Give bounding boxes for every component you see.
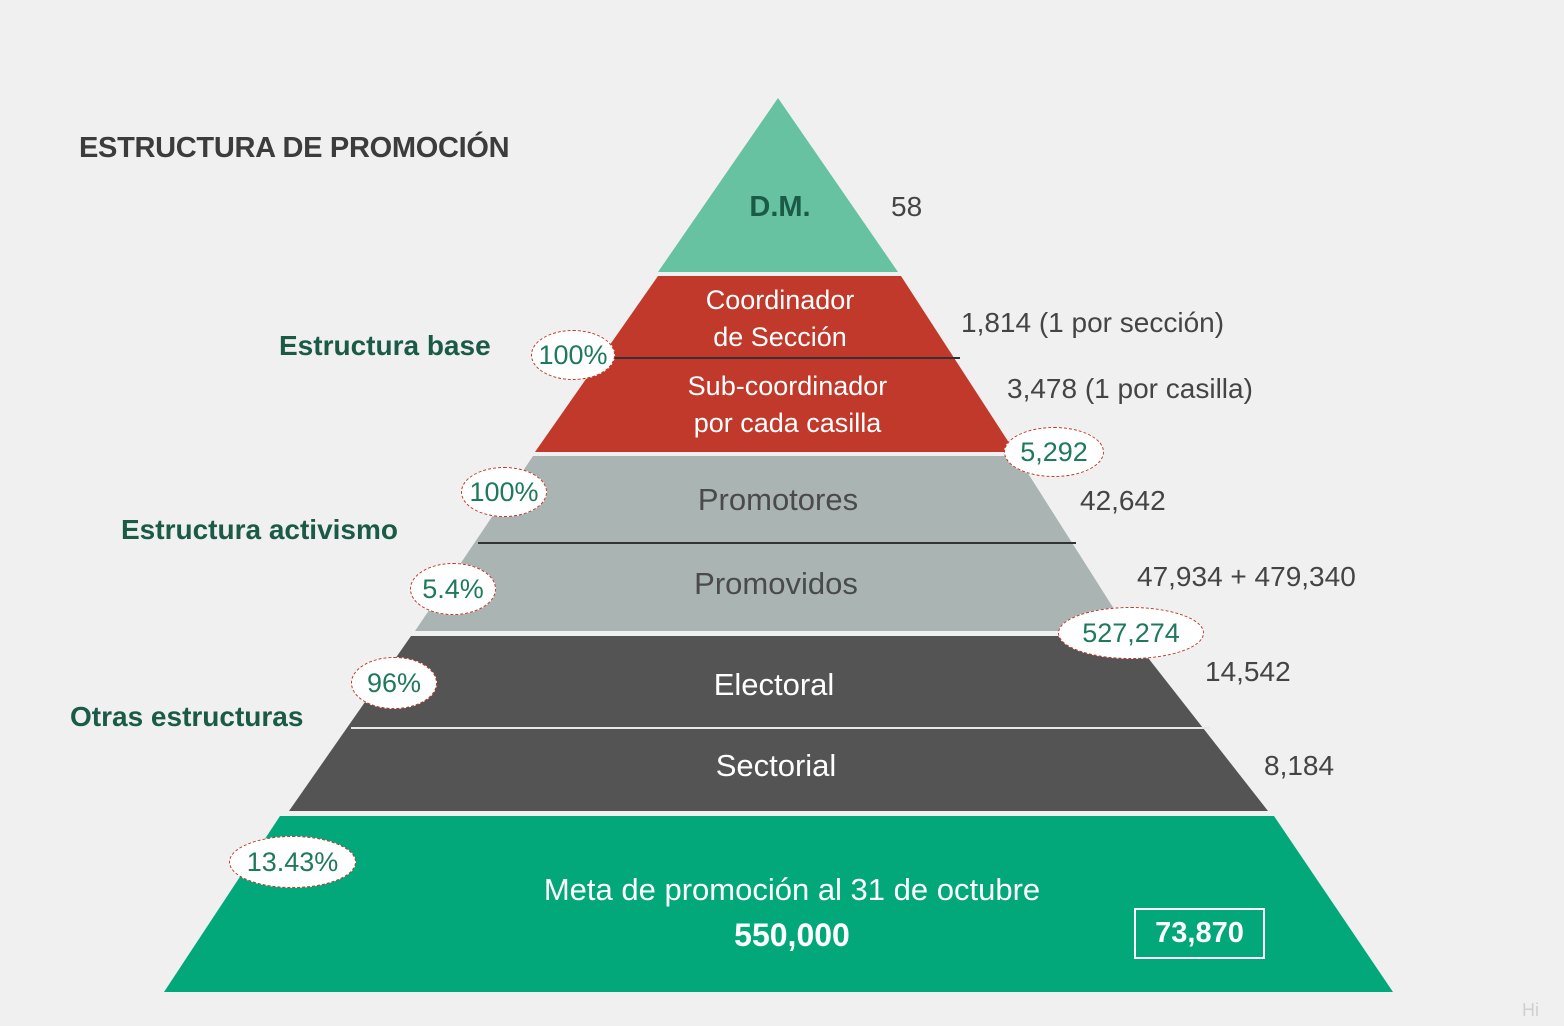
level-label-dm: D.M. — [749, 191, 811, 223]
meta-label: Meta de promoción al 31 de octubre — [543, 872, 1041, 907]
tier-base — [535, 276, 1015, 452]
subcoordinador-line1: Sub-coordinador — [687, 371, 888, 401]
level-value-sectorial: 8,184 — [1264, 750, 1335, 781]
tier-otras — [289, 636, 1268, 811]
badge-promovidos-pct: 5.4% — [410, 563, 496, 615]
page-title: ESTRUCTURA DE PROMOCIÓN — [79, 132, 510, 164]
level-label-subcoordinador: Sub-coordinador por cada casilla — [640, 368, 935, 442]
badge-activismo-total: 527,274 — [1058, 607, 1204, 659]
level-label-electoral: Electoral — [713, 667, 835, 702]
level-value-dm: 58 — [891, 191, 923, 222]
badge-promotores-pct: 100% — [461, 467, 547, 517]
coordinador-line2: de Sección — [713, 322, 847, 352]
level-value-promotores: 42,642 — [1080, 485, 1166, 516]
group-label-base: Estructura base — [279, 330, 491, 361]
subcoordinador-line2: por cada casilla — [693, 408, 882, 438]
level-value-coordinador: 1,814 (1 por sección) — [961, 307, 1225, 338]
meta-value: 550,000 — [734, 917, 850, 953]
badge-otras-pct: 96% — [351, 657, 437, 709]
badge-base-total: 5,292 — [1004, 427, 1104, 477]
level-label-sectorial: Sectorial — [715, 748, 837, 783]
level-label-promotores: Promotores — [697, 482, 859, 517]
badge-base-pct: 100% — [531, 330, 615, 380]
level-value-electoral: 14,542 — [1205, 656, 1291, 687]
badge-meta-pct: 13.43% — [229, 836, 356, 888]
coordinador-line1: Coordinador — [705, 285, 855, 315]
tier-meta — [164, 816, 1393, 992]
watermark: Hi — [1522, 1000, 1539, 1020]
meta-achieved-box: 73,870 — [1134, 908, 1265, 959]
group-label-activismo: Estructura activismo — [121, 514, 398, 545]
level-value-subcoordinador: 3,478 (1 por casilla) — [1007, 373, 1253, 404]
level-value-promovidos: 47,934 + 479,340 — [1137, 561, 1356, 592]
tier-dm — [658, 98, 898, 272]
level-label-coordinador: Coordinador de Sección — [640, 282, 920, 356]
level-label-promovidos: Promovidos — [694, 566, 858, 601]
group-label-otras: Otras estructuras — [70, 701, 304, 732]
